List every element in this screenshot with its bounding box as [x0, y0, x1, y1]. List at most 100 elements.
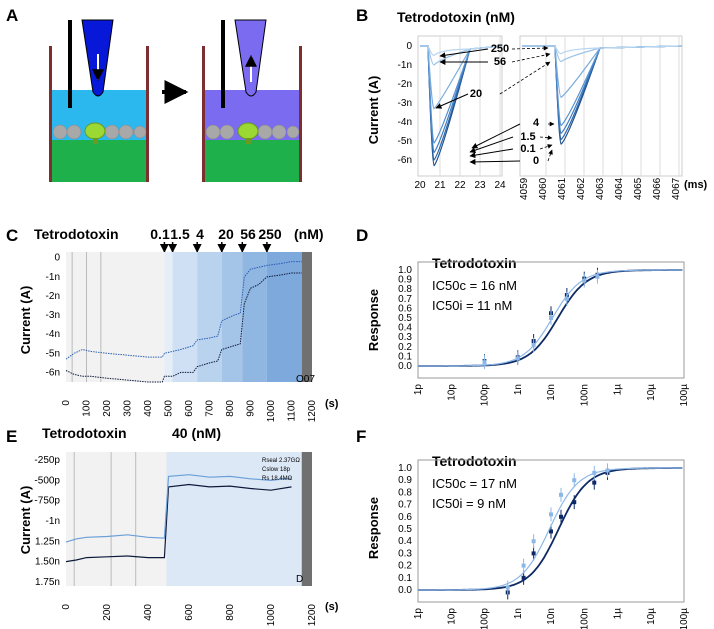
panel-c-end-band	[301, 252, 312, 382]
panel-c-ylabel: Current (A)	[18, 286, 33, 355]
panel-b-ytick: -5n	[398, 136, 412, 147]
panel-b-ytick: 0	[406, 41, 412, 52]
panel-f-point-IC50c	[531, 551, 536, 556]
panel-b-xtick: 4062	[576, 177, 587, 200]
panel-e-ytick: -250p	[34, 455, 60, 466]
panel-b-conc-label: 56	[494, 56, 506, 68]
panel-b-conc-label: 1.5	[520, 131, 535, 143]
panel-e-conc: 40 (nM)	[172, 425, 221, 441]
panel-f-point-IC50i	[531, 539, 536, 544]
panel-c-xtick: 900	[246, 400, 257, 417]
panel-c-xunit: (s)	[325, 398, 339, 410]
panel-b-arrow-dashed	[547, 149, 553, 162]
panel-d-ytick: 1.0	[398, 265, 412, 276]
panel-f-ytick: 0.4	[398, 536, 412, 547]
panel-c-ytick: -5n	[46, 348, 60, 359]
panel-d-point-IC50i	[595, 274, 600, 279]
panel-d-title: Tetrodotoxin	[432, 255, 517, 271]
panel-d-xtick: 10µ	[646, 384, 657, 401]
panel-label-d: D	[356, 226, 368, 245]
panel-e-xtick: 1200	[307, 604, 318, 627]
panel-e-ytick: 1.50n	[35, 557, 60, 568]
panel-b-xunit: (ms)	[684, 179, 708, 191]
panel-f-ytick: 0.1	[398, 573, 412, 584]
panel-b-title: Tetrodotoxin (nM)	[397, 9, 515, 25]
panel-b-xtick: 23	[474, 180, 486, 191]
panel-e-end-band	[301, 452, 312, 586]
panel-c-conc-label: 20	[218, 226, 234, 242]
panel-c-xtick: 1200	[307, 400, 318, 423]
panel-c-xtick: 700	[205, 400, 216, 417]
panel-b-xtick: 4067	[671, 177, 682, 200]
panel-d-ytick: 0.3	[398, 332, 412, 343]
panel-c-xtick: 300	[123, 400, 134, 417]
panel-d-ytick: 0.6	[398, 303, 412, 314]
panel-c-xtick: 1100	[287, 400, 298, 422]
panel-d-point-IC50i	[564, 296, 569, 301]
panel-b-xtick: 22	[454, 180, 466, 191]
panel-c-conc-unit: (nM)	[294, 226, 324, 242]
panel-b-trace-left-4	[420, 45, 503, 144]
panel-b-ytick: -2n	[398, 79, 412, 90]
panel-f-xtick: 10n	[546, 608, 557, 625]
panel-e-trace-2	[65, 474, 292, 543]
panel-f-xtick: 100p	[480, 608, 491, 629]
panel-b-xtick: 20	[414, 180, 426, 191]
panel-c-conc-label: 4	[196, 226, 204, 242]
panel-c-xtick: 100	[82, 400, 93, 417]
panel-c-xtick: 1000	[266, 400, 277, 423]
panel-f-point-IC50c	[572, 500, 577, 505]
panel-f-point-IC50i	[559, 492, 564, 497]
panel-b-arrow-dashed	[511, 52, 551, 63]
panel-c-wash-band	[266, 252, 302, 382]
panel-f-point-IC50c	[559, 514, 564, 519]
panel-b-arrow-dashed	[511, 45, 549, 51]
panel-c-xtick: 800	[225, 400, 236, 417]
panel-f-xtick: 100n	[579, 608, 590, 629]
panel-b-trace-right-4	[522, 45, 683, 127]
panel-b-xtick: 4064	[614, 177, 625, 200]
panel-b-ytick: -1n	[398, 60, 412, 71]
panel-f-ytick: 0.2	[398, 561, 412, 572]
panel-f-point-IC50c	[592, 480, 597, 485]
panel-b-xtick: 4066	[652, 177, 663, 200]
panel-e-xtick: 400	[143, 604, 154, 621]
panel-f-ytick: 1.0	[398, 463, 412, 474]
panel-c-conc-label: 250	[258, 226, 282, 242]
info-rs: Rs 18.4MΩ	[262, 476, 293, 482]
panel-d-ytick: 0.5	[398, 313, 412, 324]
panel-d-ic50i: IC50i = 11 nM	[432, 298, 512, 313]
panel-f: F Tetrodotoxin IC50c = 17 nM IC50i = 9 n…	[356, 427, 690, 629]
panel-d-ylabel: Response	[366, 289, 381, 351]
panel-c-ytick: -4n	[46, 329, 60, 340]
well-before	[49, 19, 149, 182]
panel-c-ytick: -2n	[46, 291, 60, 302]
panel-b-ytick: -3n	[398, 98, 412, 109]
panel-f-ic50i: IC50i = 9 nM	[432, 496, 506, 511]
panel-e: E Tetrodotoxin 40 (nM) -250p -500p -750p -1…	[6, 425, 339, 626]
panel-e-ylabel: Current (A)	[18, 486, 33, 555]
panel-f-ytick: 0.5	[398, 524, 412, 535]
panel-b-trace-right-250	[522, 45, 683, 55]
panel-d-ytick: 0.0	[398, 361, 412, 372]
panel-b-conc-label: 0	[533, 155, 539, 167]
panel-d-fit-IC50i	[418, 269, 683, 367]
panel-d-ytick: 0.4	[398, 323, 412, 334]
panel-f-ytick: 0.8	[398, 487, 412, 498]
panel-label-c: C	[6, 226, 18, 245]
panel-d-ytick: 0.1	[398, 351, 412, 362]
panel-c-ytick: -6n	[46, 367, 60, 378]
panel-c-conc-label: 0.1	[150, 226, 170, 242]
panel-b-arrow	[469, 148, 514, 159]
panel-f-point-IC50i	[505, 585, 510, 590]
panel-d-xtick: 10p	[446, 384, 457, 401]
panel-b-arrow-dashed	[539, 144, 553, 150]
panel-label-f: F	[356, 427, 366, 446]
panel-d-ic50c: IC50c = 16 nM	[432, 278, 517, 293]
panel-e-ytick: 1.75n	[35, 577, 60, 588]
panel-e-xtick: 600	[184, 604, 195, 621]
panel-c-title: Tetrodotoxin	[34, 226, 119, 242]
panel-f-ytick: 0.7	[398, 500, 412, 511]
panel-c-xtick: 600	[184, 400, 195, 417]
panel-b-xtick: 21	[434, 180, 446, 191]
